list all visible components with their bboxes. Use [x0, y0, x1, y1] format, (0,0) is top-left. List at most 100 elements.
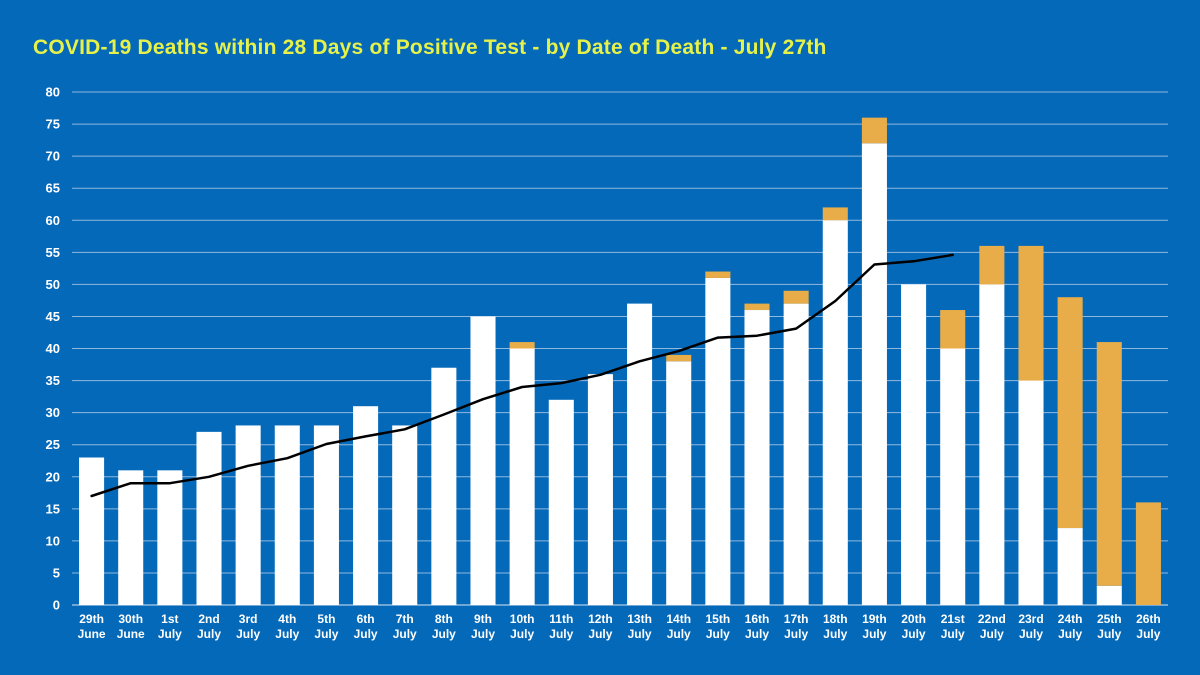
x-tick-label: 20th — [901, 612, 926, 626]
y-tick-label: 80 — [46, 85, 60, 100]
x-tick-label: 2nd — [198, 612, 219, 626]
bar-newly-reported — [1096, 342, 1122, 586]
x-tick-label: July — [314, 627, 338, 641]
x-tick-label: July — [275, 627, 299, 641]
bar-previously-reported — [822, 220, 848, 605]
bar-newly-reported — [861, 117, 887, 144]
bar-previously-reported — [783, 303, 809, 605]
y-axis-tick-labels: 0 5 10 15 20 25 30 35 40 45 50 55 60 65 70 75 80 — [46, 85, 60, 613]
bar-previously-reported — [118, 470, 144, 605]
x-tick-label: 12th — [588, 612, 613, 626]
x-tick-label: 10th — [510, 612, 535, 626]
x-tick-label: 22nd — [978, 612, 1006, 626]
x-tick-label: June — [117, 627, 145, 641]
x-tick-label: 30th — [118, 612, 143, 626]
x-tick-label: 21st — [941, 612, 965, 626]
bar-previously-reported — [353, 406, 379, 605]
bar-previously-reported — [979, 284, 1005, 605]
bars — [79, 117, 1161, 606]
x-tick-label: July — [1136, 627, 1160, 641]
y-tick-label: 30 — [46, 405, 60, 420]
x-tick-label: July — [902, 627, 926, 641]
x-tick-label: 6th — [357, 612, 375, 626]
bar-previously-reported — [431, 367, 457, 605]
bar-newly-reported — [509, 342, 535, 349]
bar-previously-reported — [509, 348, 535, 605]
x-tick-label: July — [158, 627, 182, 641]
bar-newly-reported — [744, 303, 770, 311]
x-tick-label: July — [432, 627, 456, 641]
x-tick-label: July — [510, 627, 534, 641]
x-tick-label: July — [588, 627, 612, 641]
x-tick-label: July — [236, 627, 260, 641]
y-tick-label: 0 — [53, 598, 60, 613]
bar-previously-reported — [196, 431, 222, 605]
bar-previously-reported — [587, 374, 613, 605]
x-tick-label: 5th — [317, 612, 335, 626]
chart-title: COVID-19 Deaths within 28 Days of Positi… — [33, 36, 827, 59]
y-tick-label: 75 — [46, 117, 60, 132]
bar-previously-reported — [274, 425, 300, 605]
x-tick-label: July — [354, 627, 378, 641]
bar-previously-reported — [940, 348, 966, 605]
average-line — [90, 253, 954, 498]
x-tick-label: 8th — [435, 612, 453, 626]
bar-previously-reported — [235, 425, 261, 605]
x-tick-label: 23rd — [1018, 612, 1043, 626]
x-tick-label: July — [471, 627, 495, 641]
x-tick-label: July — [862, 627, 886, 641]
bar-newly-reported — [1018, 245, 1044, 381]
bar-newly-reported — [940, 310, 966, 349]
seven-day-average-line — [90, 253, 954, 498]
bar-previously-reported — [392, 425, 418, 605]
bar-previously-reported — [901, 284, 927, 605]
y-tick-label: 15 — [46, 501, 60, 516]
x-tick-label: July — [706, 627, 730, 641]
x-tick-label: July — [1097, 627, 1121, 641]
x-axis-tick-labels: 29thJune30thJune1stJuly2ndJuly3rdJuly4th… — [78, 612, 1161, 641]
x-tick-label: 18th — [823, 612, 848, 626]
bar-newly-reported — [666, 354, 692, 362]
x-tick-label: 11th — [549, 612, 573, 626]
bar-previously-reported — [157, 470, 183, 605]
x-tick-label: 7th — [396, 612, 414, 626]
bar-previously-reported — [627, 303, 653, 605]
x-tick-label: July — [980, 627, 1004, 641]
x-tick-label: June — [78, 627, 106, 641]
y-tick-label: 10 — [46, 533, 60, 548]
x-tick-label: 1st — [161, 612, 178, 626]
y-tick-label: 45 — [46, 309, 60, 324]
bar-previously-reported — [548, 399, 574, 605]
bar-previously-reported — [1057, 528, 1083, 605]
y-tick-label: 25 — [46, 437, 60, 452]
y-tick-label: 55 — [46, 245, 60, 260]
bar-newly-reported — [1135, 502, 1161, 605]
bar-previously-reported — [1096, 585, 1122, 605]
x-tick-label: 25th — [1097, 612, 1122, 626]
x-tick-label: 19th — [862, 612, 887, 626]
y-tick-label: 65 — [46, 181, 60, 196]
x-tick-label: 14th — [666, 612, 691, 626]
y-tick-label: 70 — [46, 149, 60, 164]
bar-previously-reported — [470, 316, 496, 605]
x-tick-label: 24th — [1058, 612, 1083, 626]
x-tick-label: 29th — [79, 612, 104, 626]
y-tick-label: 5 — [53, 565, 60, 580]
x-tick-label: July — [745, 627, 769, 641]
x-tick-label: July — [393, 627, 417, 641]
x-tick-label: July — [628, 627, 652, 641]
bar-newly-reported — [979, 245, 1005, 285]
bar-previously-reported — [861, 143, 887, 606]
x-tick-label: July — [1019, 627, 1043, 641]
x-tick-label: July — [941, 627, 965, 641]
x-tick-label: 13th — [627, 612, 652, 626]
y-tick-label: 35 — [46, 373, 60, 388]
x-tick-label: 3rd — [239, 612, 258, 626]
x-tick-label: 17th — [784, 612, 809, 626]
bar-previously-reported — [705, 277, 731, 605]
y-tick-label: 40 — [46, 341, 60, 356]
bar-previously-reported — [313, 425, 339, 605]
bar-previously-reported — [666, 361, 692, 605]
bar-newly-reported — [705, 271, 731, 278]
